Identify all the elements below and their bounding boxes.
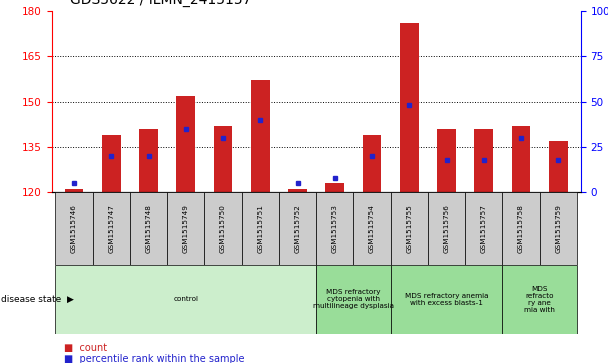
Text: control: control <box>173 297 198 302</box>
Bar <box>391 265 502 334</box>
Bar <box>428 192 465 265</box>
Bar <box>316 265 391 334</box>
Text: GSM1515749: GSM1515749 <box>183 204 188 253</box>
Bar <box>474 129 493 192</box>
Text: GSM1515758: GSM1515758 <box>518 204 524 253</box>
Bar <box>139 129 158 192</box>
Text: ■  percentile rank within the sample: ■ percentile rank within the sample <box>64 354 244 363</box>
Text: GSM1515751: GSM1515751 <box>257 204 263 253</box>
Text: GSM1515755: GSM1515755 <box>406 204 412 253</box>
Text: GSM1515757: GSM1515757 <box>481 204 487 253</box>
Bar <box>55 265 316 334</box>
Text: GSM1515756: GSM1515756 <box>444 204 449 253</box>
Text: GSM1515746: GSM1515746 <box>71 204 77 253</box>
Bar <box>102 135 120 192</box>
Text: GSM1515748: GSM1515748 <box>145 204 151 253</box>
Bar <box>363 135 381 192</box>
Text: GDS5622 / ILMN_2415157: GDS5622 / ILMN_2415157 <box>70 0 251 7</box>
Text: GSM1515753: GSM1515753 <box>332 204 338 253</box>
Bar <box>437 129 456 192</box>
Text: GSM1515754: GSM1515754 <box>369 204 375 253</box>
Bar <box>391 192 428 265</box>
Bar <box>176 95 195 192</box>
Bar <box>64 189 83 192</box>
Text: GSM1515750: GSM1515750 <box>220 204 226 253</box>
Text: ■  count: ■ count <box>64 343 107 354</box>
Bar <box>512 126 530 192</box>
Text: GSM1515752: GSM1515752 <box>294 204 300 253</box>
Bar <box>288 189 307 192</box>
Bar <box>400 23 418 192</box>
Bar <box>279 192 316 265</box>
Bar <box>55 192 92 265</box>
Bar <box>167 192 204 265</box>
Bar <box>353 192 391 265</box>
Bar <box>502 192 540 265</box>
Bar <box>465 192 502 265</box>
Text: MDS
refracto
ry ane
mia with: MDS refracto ry ane mia with <box>524 286 555 313</box>
Text: GSM1515747: GSM1515747 <box>108 204 114 253</box>
Bar <box>251 81 269 192</box>
Bar <box>214 126 232 192</box>
Bar <box>92 192 130 265</box>
Bar <box>204 192 241 265</box>
Bar <box>325 183 344 192</box>
Bar <box>540 192 577 265</box>
Text: MDS refractory
cytopenia with
multilineage dysplasia: MDS refractory cytopenia with multilinea… <box>313 289 394 310</box>
Bar <box>130 192 167 265</box>
Text: GSM1515759: GSM1515759 <box>555 204 561 253</box>
Bar <box>316 192 353 265</box>
Text: MDS refractory anemia
with excess blasts-1: MDS refractory anemia with excess blasts… <box>405 293 488 306</box>
Bar <box>549 141 568 192</box>
Text: disease state  ▶: disease state ▶ <box>1 295 74 304</box>
Bar <box>502 265 577 334</box>
Bar <box>241 192 279 265</box>
